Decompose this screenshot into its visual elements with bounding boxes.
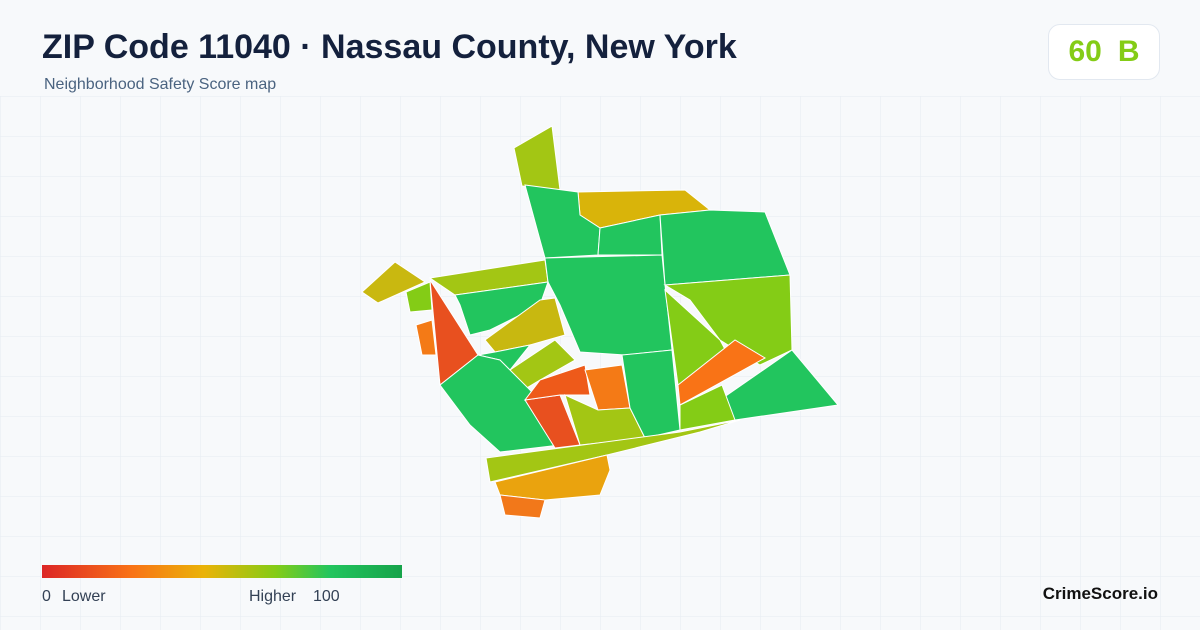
brand: CrimeScore.io (1042, 584, 1158, 603)
legend-min-label: Lower (62, 588, 106, 605)
zip-areas (361, 125, 839, 519)
legend-max-label: Higher (249, 588, 297, 605)
subtitle: Neighborhood Safety Score map (44, 76, 277, 93)
legend-min: 0 (42, 588, 51, 605)
map-grid (0, 96, 1200, 630)
score-value: 60 (1068, 35, 1102, 68)
legend-gradient (42, 565, 402, 578)
score-badge: 60 B (1048, 24, 1160, 80)
legend-max: 100 (313, 588, 340, 605)
score-grade: B (1117, 35, 1140, 68)
title: ZIP Code 11040 · Nassau County, New York (42, 28, 737, 66)
